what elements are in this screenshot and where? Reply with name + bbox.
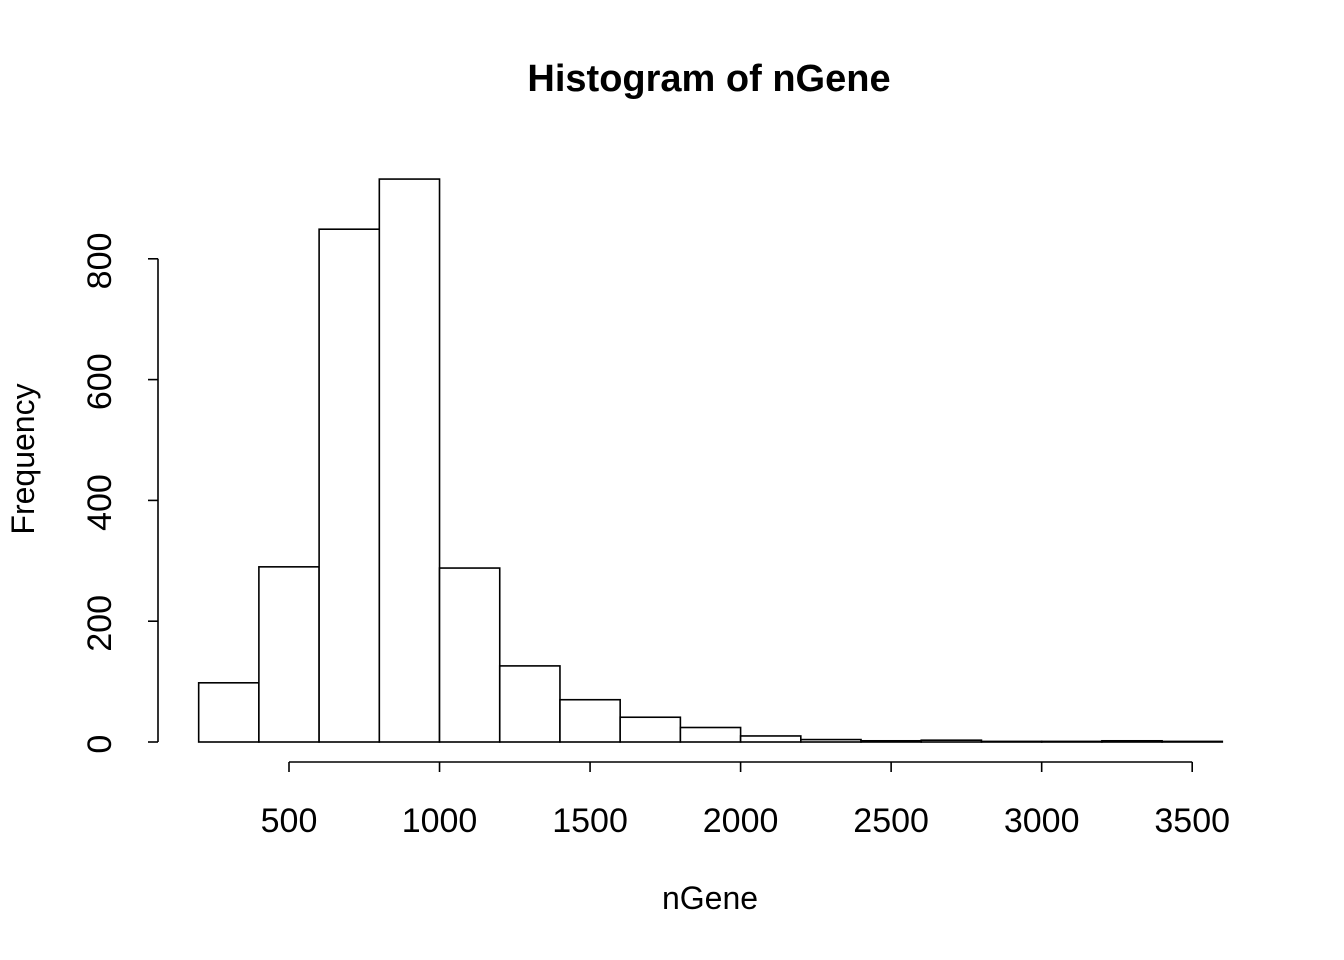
svg-text:1000: 1000 (402, 802, 478, 840)
svg-text:3000: 3000 (1004, 802, 1080, 840)
svg-text:2500: 2500 (853, 802, 929, 840)
svg-text:0: 0 (81, 735, 119, 754)
svg-text:2000: 2000 (703, 802, 779, 840)
svg-text:400: 400 (81, 474, 119, 531)
svg-text:600: 600 (81, 353, 119, 410)
svg-text:1500: 1500 (552, 802, 628, 840)
svg-text:Histogram of nGene: Histogram of nGene (527, 58, 890, 100)
svg-text:Frequency: Frequency (5, 383, 41, 534)
svg-text:3500: 3500 (1154, 802, 1230, 840)
svg-text:800: 800 (81, 233, 119, 290)
svg-text:500: 500 (261, 802, 318, 840)
svg-text:200: 200 (81, 595, 119, 652)
svg-text:nGene: nGene (662, 880, 758, 916)
